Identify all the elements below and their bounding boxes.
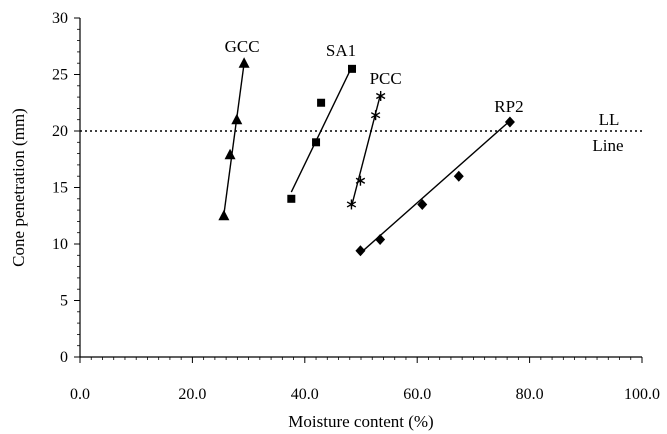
- pcc-point: [355, 175, 366, 186]
- x-tick-label: 40.0: [291, 386, 319, 403]
- rp2-point: [417, 198, 428, 210]
- y-tick-label: 20: [52, 123, 68, 140]
- gcc-point: [238, 57, 250, 68]
- x-tick-label: 20.0: [178, 386, 206, 403]
- gcc-fit-line: [223, 63, 245, 215]
- rp2-label: RP2: [494, 97, 523, 116]
- y-tick-label: 30: [52, 10, 68, 27]
- pcc-point: [346, 199, 357, 210]
- y-tick-label: 0: [60, 349, 68, 366]
- ll-label: LL: [599, 110, 620, 129]
- rp2-point: [504, 116, 515, 128]
- data-markers: [218, 57, 515, 257]
- x-tick-label: 0.0: [70, 386, 90, 403]
- x-tick-label: 60.0: [403, 386, 431, 403]
- rp2-fit-line: [359, 120, 511, 254]
- ll-line-label: Line: [592, 136, 623, 155]
- x-tick-label: 80.0: [516, 386, 544, 403]
- y-tick-label: 25: [52, 67, 68, 84]
- sa1-point: [348, 64, 357, 73]
- y-axis-title: Cone penetration (mm): [9, 108, 28, 267]
- fit-lines: [223, 63, 511, 254]
- y-tick-label: 5: [60, 293, 68, 310]
- gcc-point: [224, 148, 236, 160]
- rp2-point: [375, 233, 386, 245]
- sa1-label: SA1: [326, 41, 356, 60]
- pcc-point: [375, 90, 386, 101]
- sa1-point: [317, 98, 326, 107]
- series-labels: GCC SA1 PCC RP2: [225, 37, 524, 116]
- x-axis-title: Moisture content (%): [288, 412, 433, 431]
- rp2-point: [355, 245, 366, 257]
- ll-reference-line: LL Line: [80, 110, 642, 155]
- gcc-point: [218, 209, 230, 221]
- sa1-point: [312, 138, 321, 147]
- y-tick-label: 15: [52, 180, 68, 197]
- gcc-point: [231, 113, 243, 125]
- sa1-fit-line: [290, 66, 353, 193]
- gcc-label: GCC: [225, 37, 260, 56]
- y-tick-label: 10: [52, 236, 68, 253]
- axes: 0 5 10 15 20 25 30 0.0 20.0 40.0 60.0 80.0 100.0: [52, 10, 660, 403]
- pcc-label: PCC: [370, 69, 402, 88]
- rp2-point: [453, 170, 464, 182]
- sa1-point: [287, 194, 296, 203]
- pcc-point: [370, 110, 381, 121]
- x-tick-label: 100.0: [624, 386, 660, 403]
